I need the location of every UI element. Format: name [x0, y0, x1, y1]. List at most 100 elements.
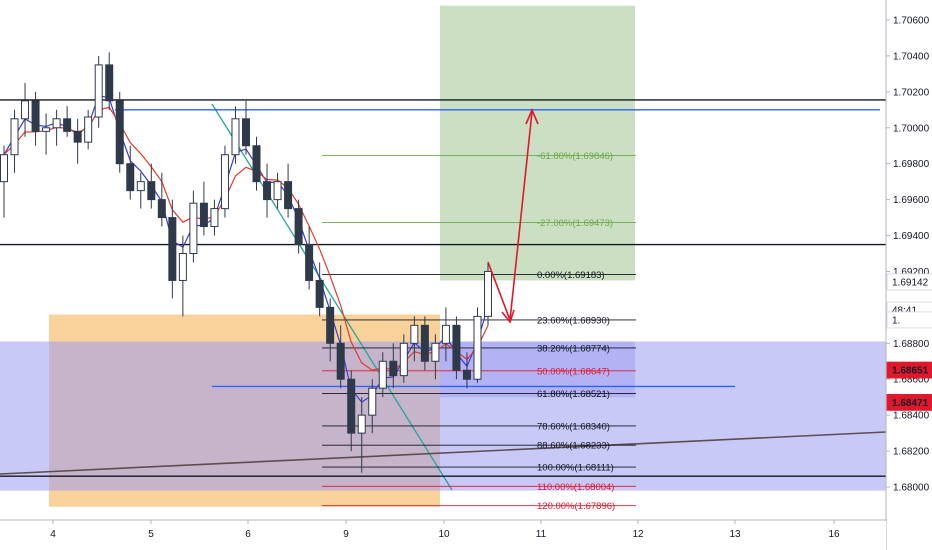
fib-level-label: 120.00%(1.67896): [537, 501, 615, 512]
candle-body: [0, 154, 8, 183]
candle-body: [42, 127, 51, 132]
candle-body: [220, 154, 229, 210]
candle-body: [315, 279, 324, 308]
fib-level-label: 38.20%(1.68774): [537, 343, 610, 354]
candle-body: [199, 202, 208, 228]
candle-body: [52, 118, 61, 129]
fib-level-label: 61.80%(1.68521): [537, 389, 610, 400]
candle-body: [305, 244, 314, 281]
fib-level-label: -61.80%(1.69846): [537, 151, 613, 162]
candle-body: [284, 181, 293, 210]
candle-body: [231, 118, 240, 156]
candle-body: [347, 378, 356, 434]
candle-body: [452, 324, 461, 371]
candle-body: [115, 100, 124, 165]
candle-body: [263, 181, 272, 201]
candle-body: [168, 217, 177, 281]
time-tick-label: 11: [536, 529, 547, 540]
candle-body: [31, 100, 40, 132]
candle-body: [126, 163, 135, 192]
ascending-trendline: [0, 431, 887, 475]
time-axis-panel: [0, 521, 886, 550]
time-tick-label: 12: [632, 529, 644, 540]
price-tick-label: 1.70600: [893, 16, 930, 27]
candle-body: [389, 360, 398, 377]
fib-level-label: 110.00%(1.68004): [537, 482, 614, 493]
candle-body: [473, 315, 482, 380]
price-tick-label: 1.70400: [893, 51, 930, 62]
horizontal-levels-layer: [0, 99, 886, 477]
price-tick-label: 1.68800: [893, 339, 930, 350]
price-tag-box: [886, 273, 932, 291]
candle-body: [462, 369, 471, 380]
price-tick-label: 1.70000: [893, 123, 930, 134]
price-tag-box: [886, 394, 932, 411]
time-tick-label: 5: [148, 529, 154, 540]
time-tick-label: 13: [729, 529, 741, 540]
price-tick-label: 1.69600: [893, 195, 930, 206]
fib-level-label: 50.00%(1.68647): [537, 366, 610, 377]
price-tick-label: 1.69800: [893, 159, 930, 170]
price-tag-label: 1.68471: [892, 398, 929, 409]
time-tick-label: 6: [245, 529, 251, 540]
candle-body: [484, 270, 492, 317]
time-tick-label: 10: [438, 529, 450, 540]
candle-body: [242, 118, 250, 147]
price-tick-label: 1.69400: [893, 231, 930, 242]
price-tag-label: 1.69142: [892, 277, 929, 288]
fib-level-label: 23.60%(1.68930): [537, 315, 610, 326]
time-tick-label: 16: [828, 529, 840, 540]
price-tick-label: 1.70200: [893, 87, 930, 98]
fib-level-label: 0.00%(1.69183): [537, 270, 605, 281]
candle-body: [399, 342, 408, 377]
candle-body: [147, 181, 156, 201]
candle-body: [10, 118, 19, 156]
price-tag-box: [886, 311, 932, 329]
candle-body: [431, 342, 440, 362]
candle-body: [136, 181, 145, 192]
candle-body: [420, 324, 429, 362]
candle-body: [94, 64, 103, 118]
candle-body: [368, 387, 377, 416]
zone-stop: [440, 341, 635, 398]
red-up-arrow-icon: [525, 107, 539, 125]
candle-body: [84, 116, 93, 143]
zone-take-profit: [440, 5, 635, 281]
fib-level-label: 78.60%(1.68340): [537, 421, 610, 432]
price-tick-label: 1.68000: [893, 483, 930, 494]
candle-body: [63, 118, 72, 132]
price-tick-label: 1.68600: [893, 375, 930, 386]
candle-body: [357, 414, 366, 434]
candle-body: [105, 64, 114, 102]
red-down-arrow-icon: [501, 309, 515, 324]
candle-body: [157, 199, 166, 219]
candle-body: [336, 342, 345, 380]
time-tick-label: 9: [343, 529, 349, 540]
candle-body: [21, 100, 30, 120]
price-tick-label: 1.68400: [893, 411, 930, 422]
price-tick-label: 1.68200: [893, 447, 930, 458]
fib-level-label: 100.00%(1.68111): [537, 463, 614, 474]
candle-body: [73, 130, 82, 143]
candle-body: [410, 324, 419, 344]
candle-body: [178, 253, 187, 281]
candle-body: [252, 145, 261, 183]
fib-level-label: -27.00%(1.69473): [537, 218, 613, 229]
candle-body: [326, 306, 335, 344]
time-tick-label: 4: [50, 529, 56, 540]
price-tag-label: 48:41: [892, 306, 917, 317]
candles-layer: [0, 52, 492, 473]
fibonacci-layer: -61.80%(1.69846) -27.00%(1.69473) 0.00%(1.…: [322, 151, 636, 512]
candle-body: [189, 202, 198, 254]
fib-level-label: 88.60%(1.68233): [537, 441, 610, 452]
candle-body: [210, 208, 219, 228]
price-tick-label: 1.69200: [893, 267, 930, 278]
price-tag-label: 1.: [892, 315, 900, 326]
projection-arrows-layer: [487, 107, 539, 324]
candle-body: [378, 360, 387, 389]
price-tag-label: 1.68651: [892, 366, 929, 377]
candle-body: [273, 181, 282, 201]
candle-body: [441, 324, 450, 344]
